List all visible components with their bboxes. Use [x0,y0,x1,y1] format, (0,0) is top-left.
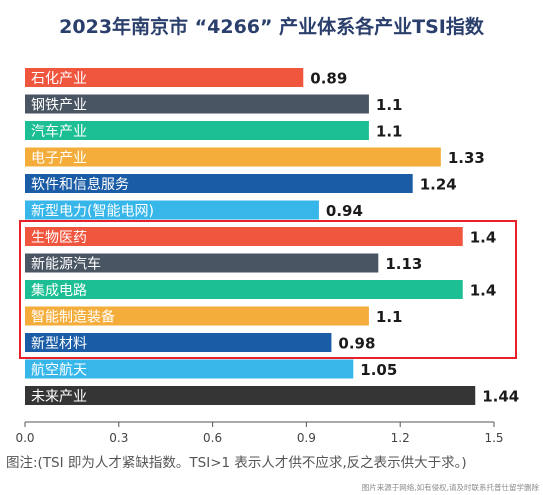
bar-value-label: 1.1 [376,96,403,114]
x-tick-label: 1.5 [484,431,503,445]
bar [25,94,369,114]
bar-category-label: 汽车产业 [31,123,87,140]
bar [25,280,463,299]
x-tick-label: 0.3 [109,431,128,445]
bar-category-label: 航空航天 [31,363,87,379]
bar-value-label: 1.4 [470,282,497,300]
x-tick-label: 1.2 [391,431,410,445]
bar [25,359,354,379]
bar [25,227,463,246]
bar-value-label: 1.1 [376,123,403,141]
bar-category-label: 生物医药 [31,230,87,246]
bar-value-label: 0.89 [310,70,347,88]
bar-category-label: 石化产业 [31,71,87,87]
highlight-frame [19,220,517,359]
bar-value-label: 0.98 [338,335,375,353]
bar-value-label: 1.24 [420,176,457,194]
bar [25,147,441,167]
bar-value-label: 1.44 [482,388,519,406]
bar-value-label: 1.1 [376,308,403,326]
bar-category-label: 新型材料 [31,336,87,352]
x-tick-label: 0.9 [297,431,316,445]
bar-category-label: 电子产业 [31,151,87,167]
bar-category-label: 未来产业 [31,389,87,405]
chart-note: 图注:(TSI 即为人才紧缺指数。TSI>1 表示人才供不应求,反之表示供大于求… [6,455,467,471]
bar-category-label: 新能源汽车 [31,256,101,273]
bar-category-label: 软件和信息服务 [31,176,129,193]
bar-category-label: 集成电路 [31,282,87,299]
chart-title: 2023年南京市 “4266” 产业体系各产业TSI指数 [59,16,484,38]
x-tick-label: 0.6 [203,431,222,445]
image-credit: 图片来源于网络,如有侵权,请及时联系托普仕留学删除 [361,483,539,492]
bar-category-label: 新型电力(智能电网) [31,204,154,220]
bar [25,306,369,326]
bar-category-label: 钢铁产业 [31,98,87,114]
bar [25,386,476,405]
bar [25,333,332,352]
bar [25,174,413,193]
bar-value-label: 0.94 [326,202,363,220]
bar-value-label: 1.05 [360,361,397,379]
bar [25,68,304,87]
bar [25,253,379,273]
bar-category-label: 智能制造装备 [31,309,115,326]
bar-value-label: 1.13 [385,255,422,273]
bar-value-label: 1.33 [448,149,485,167]
bar [25,121,369,140]
bar-value-label: 1.4 [470,229,497,247]
x-tick-label: 0.0 [15,431,34,445]
bar [25,200,319,220]
